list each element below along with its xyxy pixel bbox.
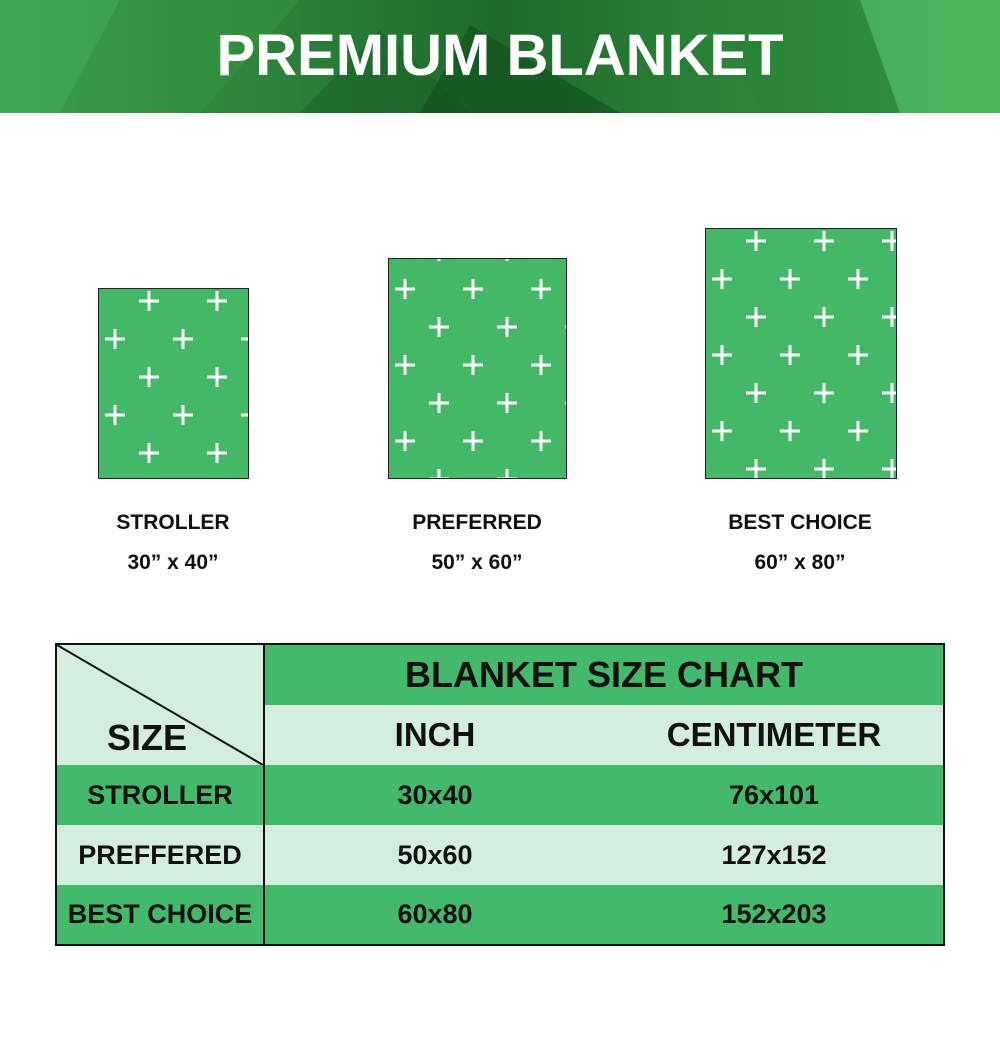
header-banner: PREMIUM BLANKET bbox=[0, 0, 1000, 113]
size-label: SIZE bbox=[107, 717, 188, 758]
inch-cell: 30x40 bbox=[397, 779, 473, 810]
chart-title: BLANKET SIZE CHART bbox=[264, 644, 944, 705]
blanket-stroller bbox=[98, 288, 249, 479]
row-name: BEST CHOICE bbox=[56, 885, 265, 945]
size-chart-table: SIZE BLANKET SIZE CHART INCH CENTIMETER … bbox=[55, 643, 945, 946]
cm-cell: 76x101 bbox=[728, 779, 820, 810]
row-name: PREFFERED bbox=[56, 825, 265, 885]
inch-cell: 60x80 bbox=[397, 899, 473, 929]
best-choice-label: BEST CHOICE bbox=[728, 511, 872, 534]
cm-cell: 152x203 bbox=[721, 899, 827, 929]
blanket-preferred bbox=[388, 258, 567, 479]
column-header-inch: INCH bbox=[264, 705, 605, 765]
polygon-background bbox=[0, 0, 1000, 113]
table-row: BEST CHOICE 60x80 152x203 bbox=[56, 885, 944, 945]
table-row: STROLLER 30x40 76x101 bbox=[56, 765, 944, 825]
row-name: STROLLER bbox=[56, 765, 265, 825]
corner-cell: SIZE bbox=[56, 644, 265, 765]
preferred-size: 50” x 60” bbox=[431, 551, 523, 574]
stroller-size: 30” x 40” bbox=[127, 551, 219, 574]
best-choice-size: 60” x 80” bbox=[754, 551, 846, 574]
column-header-centimeter: CENTIMETER bbox=[605, 705, 944, 765]
table-row: PREFFERED 50x60 127x152 bbox=[56, 825, 944, 885]
inch-cell: 50x60 bbox=[397, 839, 473, 870]
preferred-label: PREFERRED bbox=[412, 511, 542, 534]
banner-title: PREMIUM BLANKET bbox=[216, 23, 784, 88]
cm-cell: 127x152 bbox=[721, 839, 827, 870]
blanket-best-choice bbox=[705, 228, 897, 479]
stroller-label: STROLLER bbox=[116, 511, 230, 534]
